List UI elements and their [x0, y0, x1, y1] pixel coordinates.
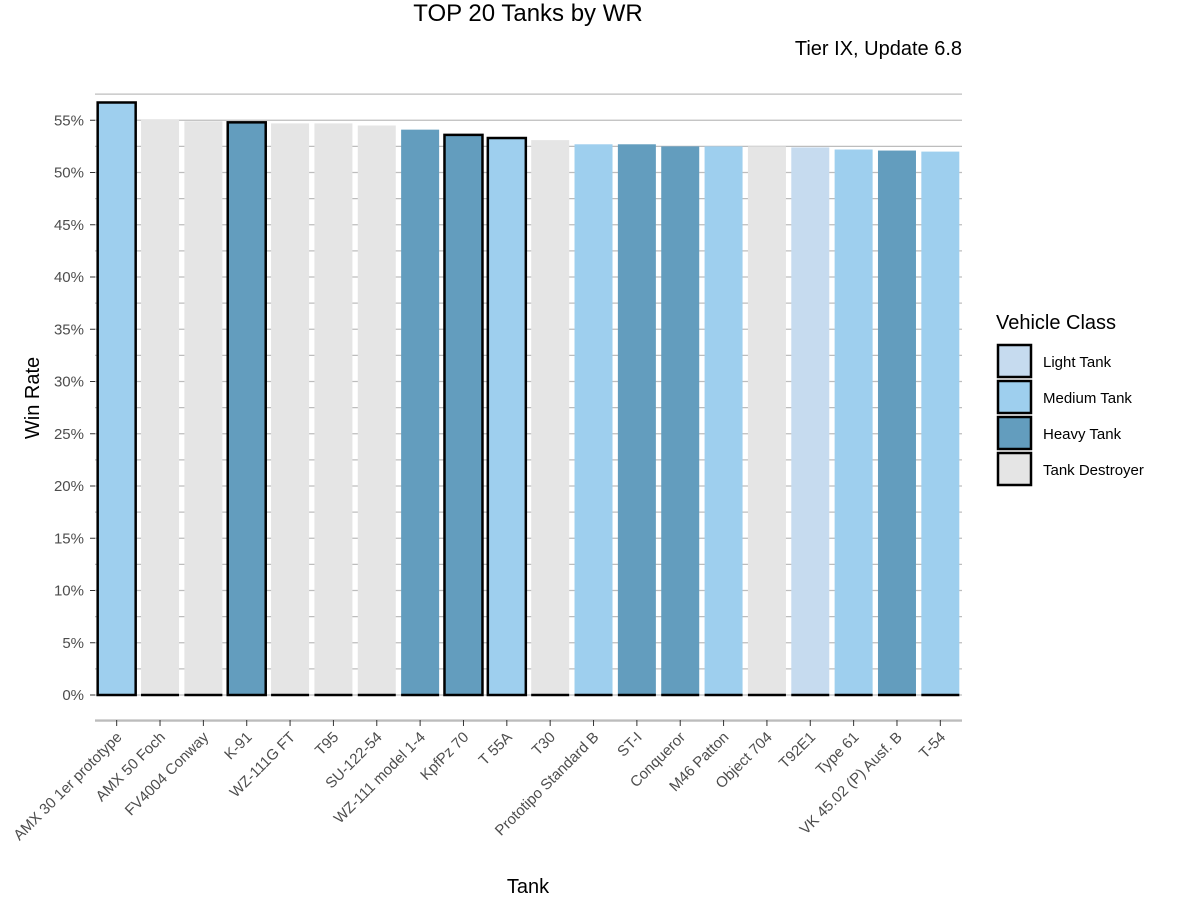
- legend-title: Vehicle Class: [996, 312, 1116, 334]
- y-tick-label: 30%: [54, 374, 84, 391]
- x-tick-label: T-54: [916, 729, 949, 762]
- x-tick-label: K-91: [221, 729, 255, 763]
- y-tick-label: 15%: [54, 530, 84, 547]
- y-tick-label: 35%: [54, 321, 84, 338]
- y-tick-label: 0%: [62, 687, 84, 704]
- y-axis: 0% 5% 10% 15% 20% 25% 30% 35% 40% 45% 50% 55%: [54, 112, 95, 704]
- y-tick-label: 40%: [54, 269, 84, 286]
- legend: Vehicle Class Light Tank Medium Tank Heavy…: [996, 312, 1144, 487]
- bar: [314, 123, 353, 695]
- x-tick-label: T 55A: [476, 729, 516, 769]
- bar: [96, 101, 137, 697]
- bars: [96, 101, 960, 697]
- legend-label: Tank Destroyer: [1043, 462, 1144, 479]
- y-tick-label: 55%: [54, 112, 84, 129]
- bar: [661, 146, 700, 695]
- legend-label: Medium Tank: [1043, 390, 1132, 407]
- bar: [791, 147, 830, 696]
- y-axis-title: Win Rate: [22, 357, 44, 439]
- x-tick-label: KpfPz 70: [417, 729, 472, 784]
- chart-title: TOP 20 Tanks by WR: [413, 0, 642, 27]
- bar: [141, 119, 180, 695]
- bar: [877, 150, 916, 695]
- bar: [531, 140, 570, 696]
- y-tick-label: 20%: [54, 478, 84, 495]
- bar: [834, 149, 873, 695]
- x-tick-label: ST-I: [614, 729, 645, 760]
- bar: [704, 146, 743, 695]
- y-tick-label: 5%: [62, 635, 84, 652]
- legend-swatch: [996, 451, 1033, 487]
- x-tick-label: T95: [312, 729, 342, 759]
- bar: [486, 136, 528, 697]
- bar: [574, 144, 613, 695]
- bar: [401, 129, 440, 695]
- legend-label: Heavy Tank: [1043, 426, 1122, 443]
- bar: [271, 123, 310, 695]
- y-tick-label: 10%: [54, 583, 84, 600]
- y-tick-label: 45%: [54, 217, 84, 234]
- bar: [747, 146, 786, 695]
- legend-label: Light Tank: [1043, 354, 1112, 371]
- legend-swatch: [996, 415, 1033, 451]
- bar: [921, 151, 960, 696]
- gridlines: [95, 93, 962, 722]
- chart-subtitle: Tier IX, Update 6.8: [795, 38, 962, 60]
- x-tick-label: T30: [529, 729, 559, 759]
- x-axis-title: Tank: [507, 876, 550, 898]
- bar: [226, 121, 267, 697]
- legend-swatch: [996, 343, 1033, 379]
- y-tick-label: 25%: [54, 426, 84, 443]
- bar: [443, 133, 484, 697]
- bar: [357, 125, 396, 696]
- legend-swatch: [996, 379, 1033, 415]
- y-tick-label: 50%: [54, 165, 84, 182]
- bar: [617, 144, 656, 695]
- bar: [184, 121, 223, 696]
